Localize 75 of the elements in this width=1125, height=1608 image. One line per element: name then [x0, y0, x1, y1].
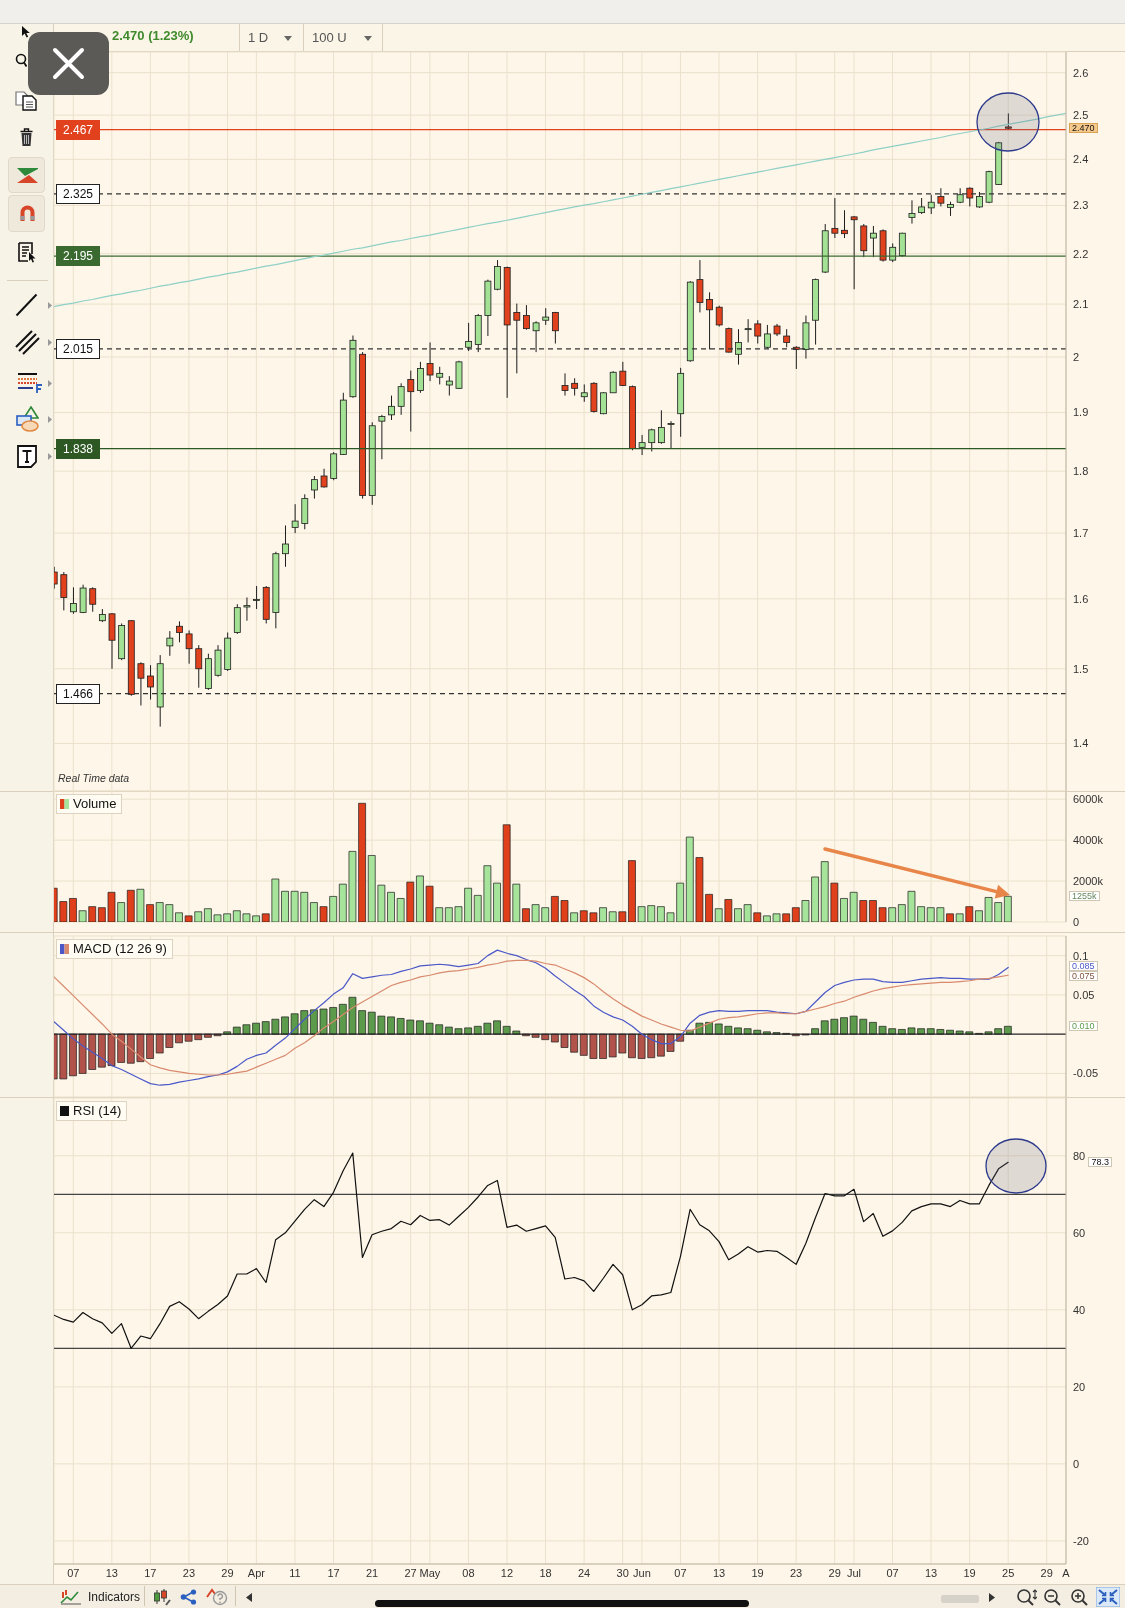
x-tick-label: 08: [462, 1566, 475, 1579]
x-tick-label: 17: [327, 1566, 340, 1579]
x-tick-label: 19: [751, 1566, 764, 1579]
x-tick-label: 13: [924, 1566, 938, 1579]
annotation: 0.010: [1069, 1020, 1098, 1032]
ref-line-label: 2.467: [56, 119, 101, 140]
ref-line-label: 2.325: [56, 183, 101, 204]
y-tick-label: 2.2: [1073, 247, 1089, 260]
x-tick-label: 13: [105, 1566, 118, 1579]
x-tick-label: 12: [500, 1566, 514, 1579]
y-tick-label: -0.05: [1073, 1067, 1099, 1080]
y-tick-label: 20: [1073, 1380, 1086, 1393]
x-tick-label: 29: [221, 1566, 234, 1579]
y-tick-label: 0.05: [1073, 988, 1095, 1001]
x-tick-label: 19: [963, 1566, 976, 1579]
chart-title: MACD (12 26 9): [73, 941, 167, 957]
x-tick-label: 24: [577, 1566, 591, 1579]
y-tick-label: 1.6: [1073, 592, 1089, 605]
y-tick-label: 40: [1073, 1303, 1086, 1316]
y-tick-label: 2.5: [1073, 109, 1089, 122]
text: 100 U: [312, 30, 347, 46]
x-tick-label: 27: [404, 1566, 417, 1579]
annotation: Real Time data: [58, 772, 130, 785]
x-tick-label: Jul: [846, 1566, 861, 1579]
y-tick-label: 2.6: [1073, 66, 1089, 79]
y-tick-label: 2000k: [1073, 874, 1104, 887]
y-tick-label: 60: [1073, 1226, 1086, 1239]
text: 1 D: [248, 30, 269, 46]
y-tick-label: 0: [1073, 1457, 1080, 1470]
x-tick-label: 07: [886, 1566, 899, 1579]
x-tick-label: 29: [1040, 1566, 1053, 1579]
x-tick-label: 11: [289, 1566, 301, 1579]
x-tick-label: 29: [828, 1566, 841, 1579]
ref-line-label: 1.838: [56, 438, 101, 459]
x-tick-label: 07: [67, 1566, 80, 1579]
ref-line-label: 2.195: [56, 246, 101, 267]
x-tick-label: A: [1062, 1566, 1071, 1579]
x-tick-label: 23: [182, 1566, 196, 1579]
y-tick-label: -20: [1073, 1534, 1089, 1547]
y-tick-label: 2.1: [1073, 298, 1089, 311]
y-tick-label: 0.1: [1073, 949, 1089, 962]
annotation: 0.085: [1069, 960, 1098, 972]
x-tick-label: 13: [712, 1566, 726, 1579]
y-tick-label: 1.4: [1073, 737, 1089, 750]
x-tick-label: 21: [365, 1566, 379, 1579]
text: Indicators: [88, 1590, 141, 1605]
x-tick-label: 18: [539, 1566, 552, 1579]
annotation: 0.075: [1069, 970, 1098, 982]
x-tick-label: 07: [674, 1566, 687, 1579]
x-tick-label: 23: [790, 1566, 803, 1579]
chart-title: RSI (14): [73, 1103, 122, 1119]
y-tick-label: 2.4: [1073, 153, 1089, 166]
y-tick-label: 1.8: [1073, 465, 1089, 478]
x-tick-label: 30: [616, 1566, 629, 1579]
annotation: 2.470: [1069, 122, 1098, 134]
x-tick-label: Apr: [247, 1566, 266, 1579]
y-tick-label: 1.5: [1073, 662, 1089, 675]
chart-title: Volume: [73, 796, 117, 812]
y-tick-label: 2.3: [1073, 199, 1089, 212]
y-tick-label: 2: [1073, 350, 1080, 363]
chart-subtitle: 2.470 (1.23%): [112, 28, 194, 44]
y-tick-label: 1.9: [1073, 406, 1089, 419]
annotation: 1255k: [1069, 890, 1100, 902]
y-tick-label: 80: [1073, 1149, 1086, 1162]
ref-line-label: 2.015: [56, 338, 101, 359]
y-tick-label: 6000k: [1073, 793, 1104, 806]
y-tick-label: 4000k: [1073, 834, 1104, 847]
y-tick-label: 1.7: [1073, 527, 1089, 540]
text: 78.3: [1088, 1156, 1112, 1168]
x-tick-label: 25: [1002, 1566, 1015, 1579]
ref-line-label: 1.466: [56, 683, 101, 704]
x-tick-label: 17: [144, 1566, 157, 1579]
x-tick-label: May: [419, 1566, 441, 1579]
y-tick-label: 0: [1073, 915, 1080, 928]
x-tick-label: Jun: [633, 1566, 651, 1579]
